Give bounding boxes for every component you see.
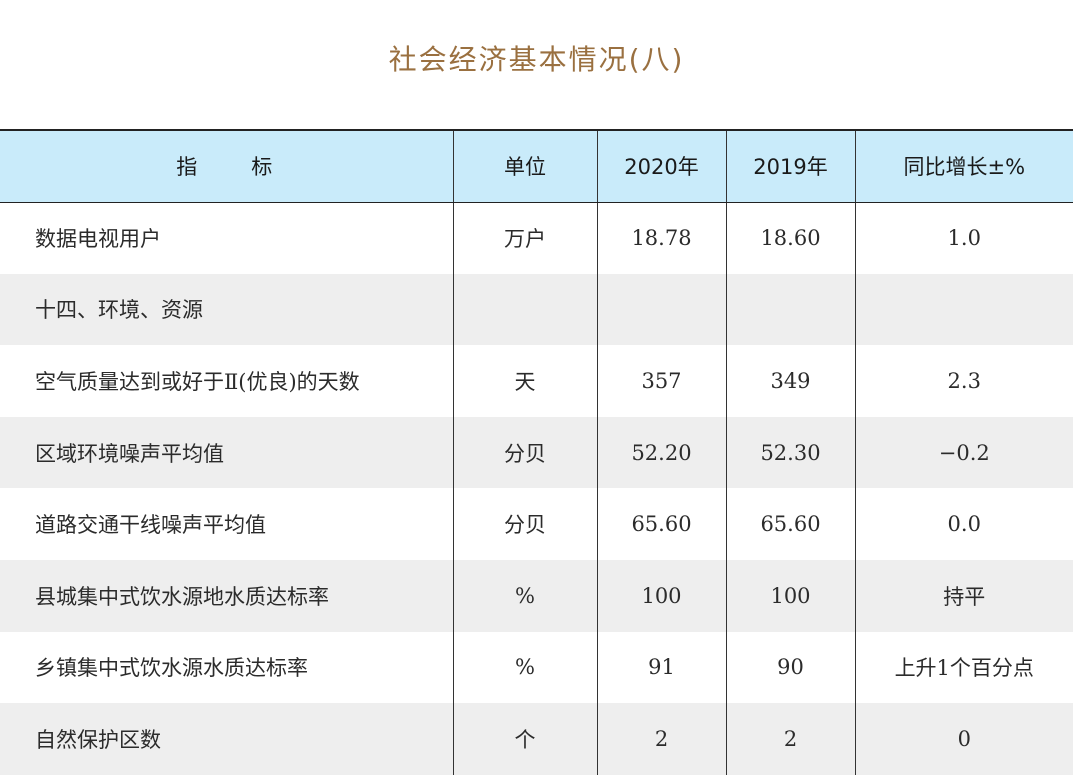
growth-cell: −0.2 bbox=[854, 416, 1073, 489]
value-2019-cell: 2 bbox=[725, 703, 855, 775]
value-2019-cell bbox=[725, 273, 855, 346]
growth-cell: 上升1个百分点 bbox=[854, 631, 1073, 704]
table-row: 县城集中式饮水源地水质达标率% 100 100 持平 bbox=[0, 559, 1073, 632]
value-2019-cell: 349 bbox=[725, 345, 855, 417]
growth-cell: 0.0 bbox=[854, 488, 1073, 560]
table-row: 乡镇集中式饮水源水质达标率% 91 90 上升1个百分点 bbox=[0, 631, 1073, 704]
growth-cell: 1.0 bbox=[854, 202, 1073, 274]
indicator-cell: 自然保护区数 bbox=[35, 727, 161, 752]
indicator-cell: 十四、环境、资源 bbox=[35, 298, 203, 323]
indicator-cell: 区域环境噪声平均值 bbox=[35, 441, 224, 466]
value-2019-cell: 52.30 bbox=[725, 416, 855, 489]
unit-cell: % bbox=[452, 631, 597, 704]
growth-cell: 2.3 bbox=[854, 345, 1073, 417]
table-header: 指 标 单位 2020年 2019年 同比增长±% bbox=[0, 129, 1073, 203]
table-row: 区域环境噪声平均值 分贝 52.20 52.30 −0.2 bbox=[0, 416, 1073, 489]
header-2020: 2020年 bbox=[596, 129, 726, 203]
value-2020-cell bbox=[596, 273, 726, 346]
indicator-cell: 道路交通干线噪声平均值 bbox=[35, 513, 266, 538]
unit-cell: 个 bbox=[452, 703, 597, 775]
table-row: 自然保护区数个 2 2 0 bbox=[0, 703, 1073, 775]
value-2020-cell: 2 bbox=[596, 703, 726, 775]
value-2019-cell: 65.60 bbox=[725, 488, 855, 560]
value-2020-cell: 91 bbox=[596, 631, 726, 704]
unit-cell bbox=[452, 273, 597, 346]
header-yoy-growth: 同比增长±% bbox=[854, 129, 1073, 203]
indicator-cell: 数据电视用户 bbox=[35, 227, 161, 252]
stats-table: 指 标 单位 2020年 2019年 同比增长±% 数据电视用户 万户 18.78 1… bbox=[0, 129, 1073, 775]
header-unit: 单位 bbox=[452, 129, 597, 203]
header-row: 指 标 单位 2020年 2019年 同比增长±% bbox=[0, 129, 1073, 203]
table-row: 数据电视用户 万户 18.78 18.60 1.0 bbox=[0, 202, 1073, 274]
header-indicator: 指 标 bbox=[0, 129, 453, 203]
value-2019-cell: 100 bbox=[725, 559, 855, 632]
page-title: 社会经济基本情况(八) bbox=[388, 43, 685, 76]
unit-cell: 分贝 bbox=[452, 488, 597, 560]
value-2019-cell: 18.60 bbox=[725, 202, 855, 274]
indicator-cell: 空气质量达到或好于Ⅱ(优良)的天数 bbox=[35, 369, 360, 394]
value-2020-cell: 52.20 bbox=[596, 416, 726, 489]
table-row: 道路交通干线噪声平均值 分贝 65.60 65.60 0.0 bbox=[0, 488, 1073, 560]
table-body: 数据电视用户 万户 18.78 18.60 1.0 十四、环境、资源空气质量达到或好于Ⅱ(… bbox=[0, 202, 1073, 775]
unit-cell: % bbox=[452, 559, 597, 632]
indicator-cell: 乡镇集中式饮水源水质达标率 bbox=[35, 656, 308, 681]
value-2020-cell: 100 bbox=[596, 559, 726, 632]
value-2020-cell: 18.78 bbox=[596, 202, 726, 274]
growth-cell: 持平 bbox=[854, 559, 1073, 632]
unit-cell: 天 bbox=[452, 345, 597, 417]
unit-cell: 万户 bbox=[452, 202, 597, 274]
value-2019-cell: 90 bbox=[725, 631, 855, 704]
value-2020-cell: 65.60 bbox=[596, 488, 726, 560]
growth-cell bbox=[854, 273, 1073, 346]
indicator-cell: 县城集中式饮水源地水质达标率 bbox=[35, 584, 329, 609]
value-2020-cell: 357 bbox=[596, 345, 726, 417]
growth-cell: 0 bbox=[854, 703, 1073, 775]
table-row: 空气质量达到或好于Ⅱ(优良)的天数 天 357 349 2.3 bbox=[0, 345, 1073, 417]
header-2019: 2019年 bbox=[725, 129, 855, 203]
table-row: 十四、环境、资源 bbox=[0, 273, 1073, 346]
unit-cell: 分贝 bbox=[452, 416, 597, 489]
